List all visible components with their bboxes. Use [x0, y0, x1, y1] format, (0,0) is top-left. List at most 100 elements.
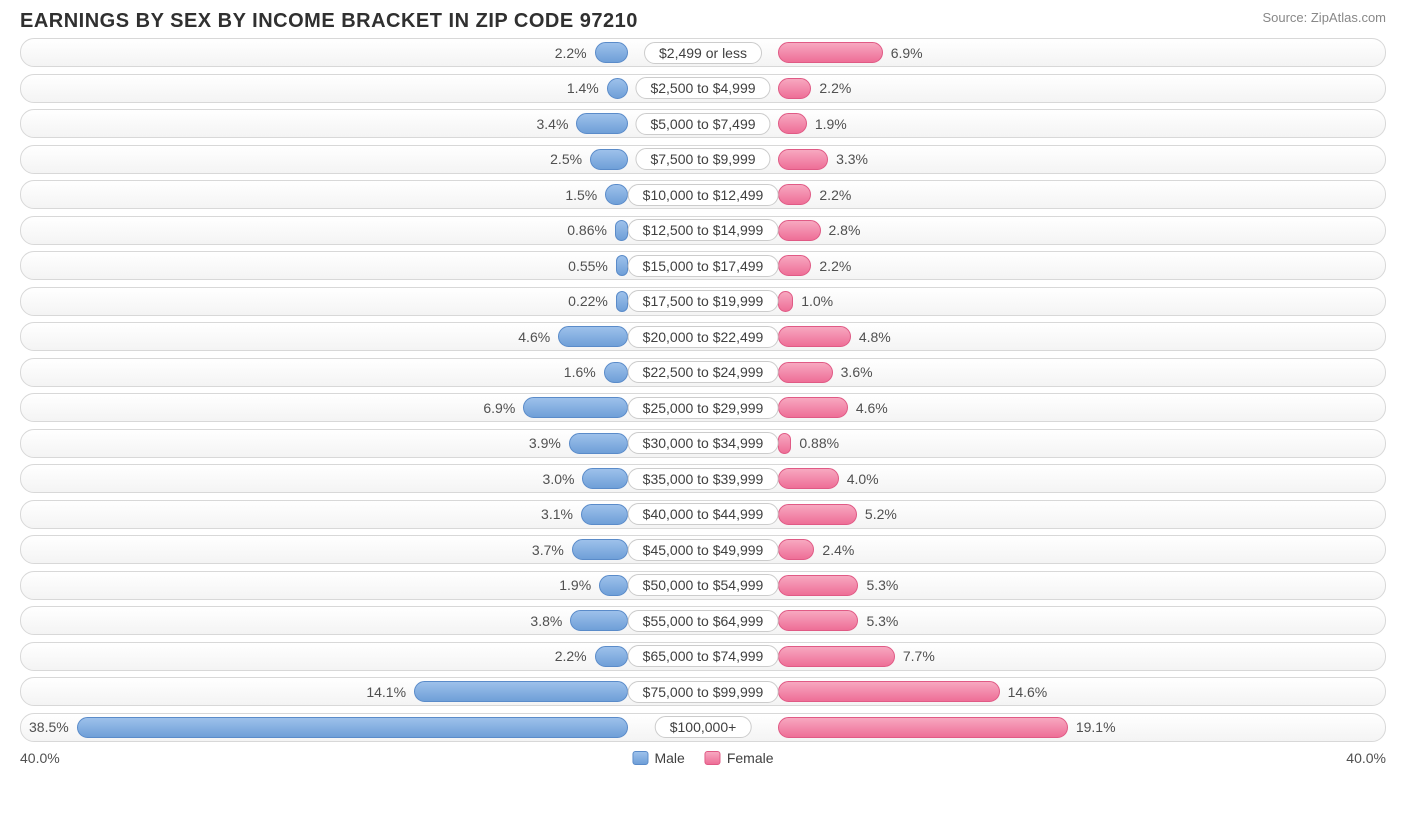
chart-row: 3.7% 2.4% $45,000 to $49,999 [20, 535, 1386, 564]
male-bar [595, 646, 628, 667]
female-bar-wrap: 14.6% [703, 681, 1385, 702]
male-bar [558, 326, 628, 347]
female-pct-label: 1.9% [807, 116, 855, 132]
female-pct-label: 5.3% [858, 577, 906, 593]
chart-row: 2.2%6.9%$2,499 or less [20, 38, 1386, 67]
female-bar [778, 326, 851, 347]
male-bar-wrap: 2.5% [21, 149, 703, 170]
female-bar [778, 433, 791, 454]
bracket-label: $2,499 or less [644, 42, 762, 64]
chart-row: 6.9%4.6%$25,000 to $29,999 [20, 393, 1386, 422]
female-bar-wrap: 1.0% [703, 291, 1385, 312]
female-bar-wrap: 4.6% [703, 397, 1385, 418]
axis-right-label: 40.0% [1346, 750, 1386, 766]
female-bar-wrap: 2.2% [703, 184, 1385, 205]
female-pct-label: 5.2% [857, 506, 905, 522]
female-bar [778, 610, 858, 631]
male-bar-wrap: 3.0% [21, 468, 703, 489]
male-bar [605, 184, 628, 205]
male-bar [569, 433, 628, 454]
female-pct-label: 7.7% [895, 648, 943, 664]
male-bar-wrap: 1.4% [21, 78, 703, 99]
female-bar [778, 646, 895, 667]
female-bar [778, 539, 814, 560]
female-bar-wrap: 3.6% [703, 362, 1385, 383]
male-bar-wrap: 3.7% [21, 539, 703, 560]
female-bar-wrap: 5.3% [703, 575, 1385, 596]
male-pct-label: 4.6% [510, 329, 558, 345]
female-pct-label: 5.3% [858, 613, 906, 629]
bracket-label: $45,000 to $49,999 [628, 539, 779, 561]
female-bar [778, 220, 820, 241]
male-pct-label: 2.2% [547, 648, 595, 664]
male-pct-label: 3.7% [524, 542, 572, 558]
chart-row: 3.9%0.88%$30,000 to $34,999 [20, 429, 1386, 458]
male-pct-label: 2.2% [547, 45, 595, 61]
female-bar-wrap: 4.8% [703, 326, 1385, 347]
female-bar [778, 78, 811, 99]
female-bar [778, 397, 848, 418]
bracket-label: $22,500 to $24,999 [628, 361, 779, 383]
male-pct-label: 3.1% [533, 506, 581, 522]
chart-row: 1.5%2.2%$10,000 to $12,499 [20, 180, 1386, 209]
female-pct-label: 4.6% [848, 400, 896, 416]
male-bar-wrap: 3.9% [21, 433, 703, 454]
legend-male: Male [632, 750, 684, 766]
female-pct-label: 14.6% [1000, 684, 1056, 700]
male-bar-wrap: 4.6% [21, 326, 703, 347]
bracket-label: $17,500 to $19,999 [628, 290, 779, 312]
female-pct-label: 19.1% [1068, 719, 1124, 735]
male-pct-label: 6.9% [475, 400, 523, 416]
male-bar [595, 42, 628, 63]
male-bar [616, 291, 628, 312]
female-bar [778, 504, 857, 525]
chart-row: 4.6%4.8%$20,000 to $22,499 [20, 322, 1386, 351]
male-pct-label: 3.8% [522, 613, 570, 629]
male-pct-label: 0.55% [560, 258, 616, 274]
male-bar [582, 468, 628, 489]
bracket-label: $15,000 to $17,499 [628, 255, 779, 277]
chart-row: 1.9%5.3%$50,000 to $54,999 [20, 571, 1386, 600]
female-bar [778, 42, 883, 63]
female-pct-label: 2.4% [814, 542, 862, 558]
female-pct-label: 3.3% [828, 151, 876, 167]
female-bar [778, 184, 811, 205]
female-bar-wrap: 19.1% [703, 717, 1385, 738]
male-bar-wrap: 3.8% [21, 610, 703, 631]
chart-area: 2.2%6.9%$2,499 or less1.4%2.2%$2,500 to … [0, 38, 1406, 742]
bracket-label: $12,500 to $14,999 [628, 219, 779, 241]
male-bar [572, 539, 628, 560]
male-bar-wrap: 0.55% [21, 255, 703, 276]
male-bar-wrap: 6.9% [21, 397, 703, 418]
bracket-label: $2,500 to $4,999 [635, 77, 770, 99]
female-bar-wrap: 2.4% [703, 539, 1385, 560]
male-bar [607, 78, 628, 99]
male-bar-wrap: 0.86% [21, 220, 703, 241]
bracket-label: $40,000 to $44,999 [628, 503, 779, 525]
male-pct-label: 1.6% [556, 364, 604, 380]
bracket-label: $55,000 to $64,999 [628, 610, 779, 632]
female-bar-wrap: 2.2% [703, 78, 1385, 99]
chart-title: EARNINGS BY SEX BY INCOME BRACKET IN ZIP… [20, 10, 638, 33]
female-pct-label: 4.8% [851, 329, 899, 345]
female-pct-label: 3.6% [833, 364, 881, 380]
male-bar [599, 575, 628, 596]
male-bar-wrap: 2.2% [21, 646, 703, 667]
bracket-label: $10,000 to $12,499 [628, 184, 779, 206]
female-bar [778, 468, 839, 489]
chart-row: 0.86%2.8%$12,500 to $14,999 [20, 216, 1386, 245]
female-bar-wrap: 0.88% [703, 433, 1385, 454]
female-bar-wrap: 5.3% [703, 610, 1385, 631]
male-bar-wrap: 38.5% [21, 717, 703, 738]
female-bar [778, 149, 828, 170]
male-pct-label: 14.1% [358, 684, 414, 700]
female-bar [778, 575, 858, 596]
bracket-label: $75,000 to $99,999 [628, 681, 779, 703]
bracket-label: $5,000 to $7,499 [635, 113, 770, 135]
male-bar [77, 717, 628, 738]
male-bar-wrap: 3.1% [21, 504, 703, 525]
chart-row: 1.4%2.2%$2,500 to $4,999 [20, 74, 1386, 103]
chart-row: 2.2%7.7%$65,000 to $74,999 [20, 642, 1386, 671]
male-bar [576, 113, 628, 134]
male-bar [523, 397, 628, 418]
